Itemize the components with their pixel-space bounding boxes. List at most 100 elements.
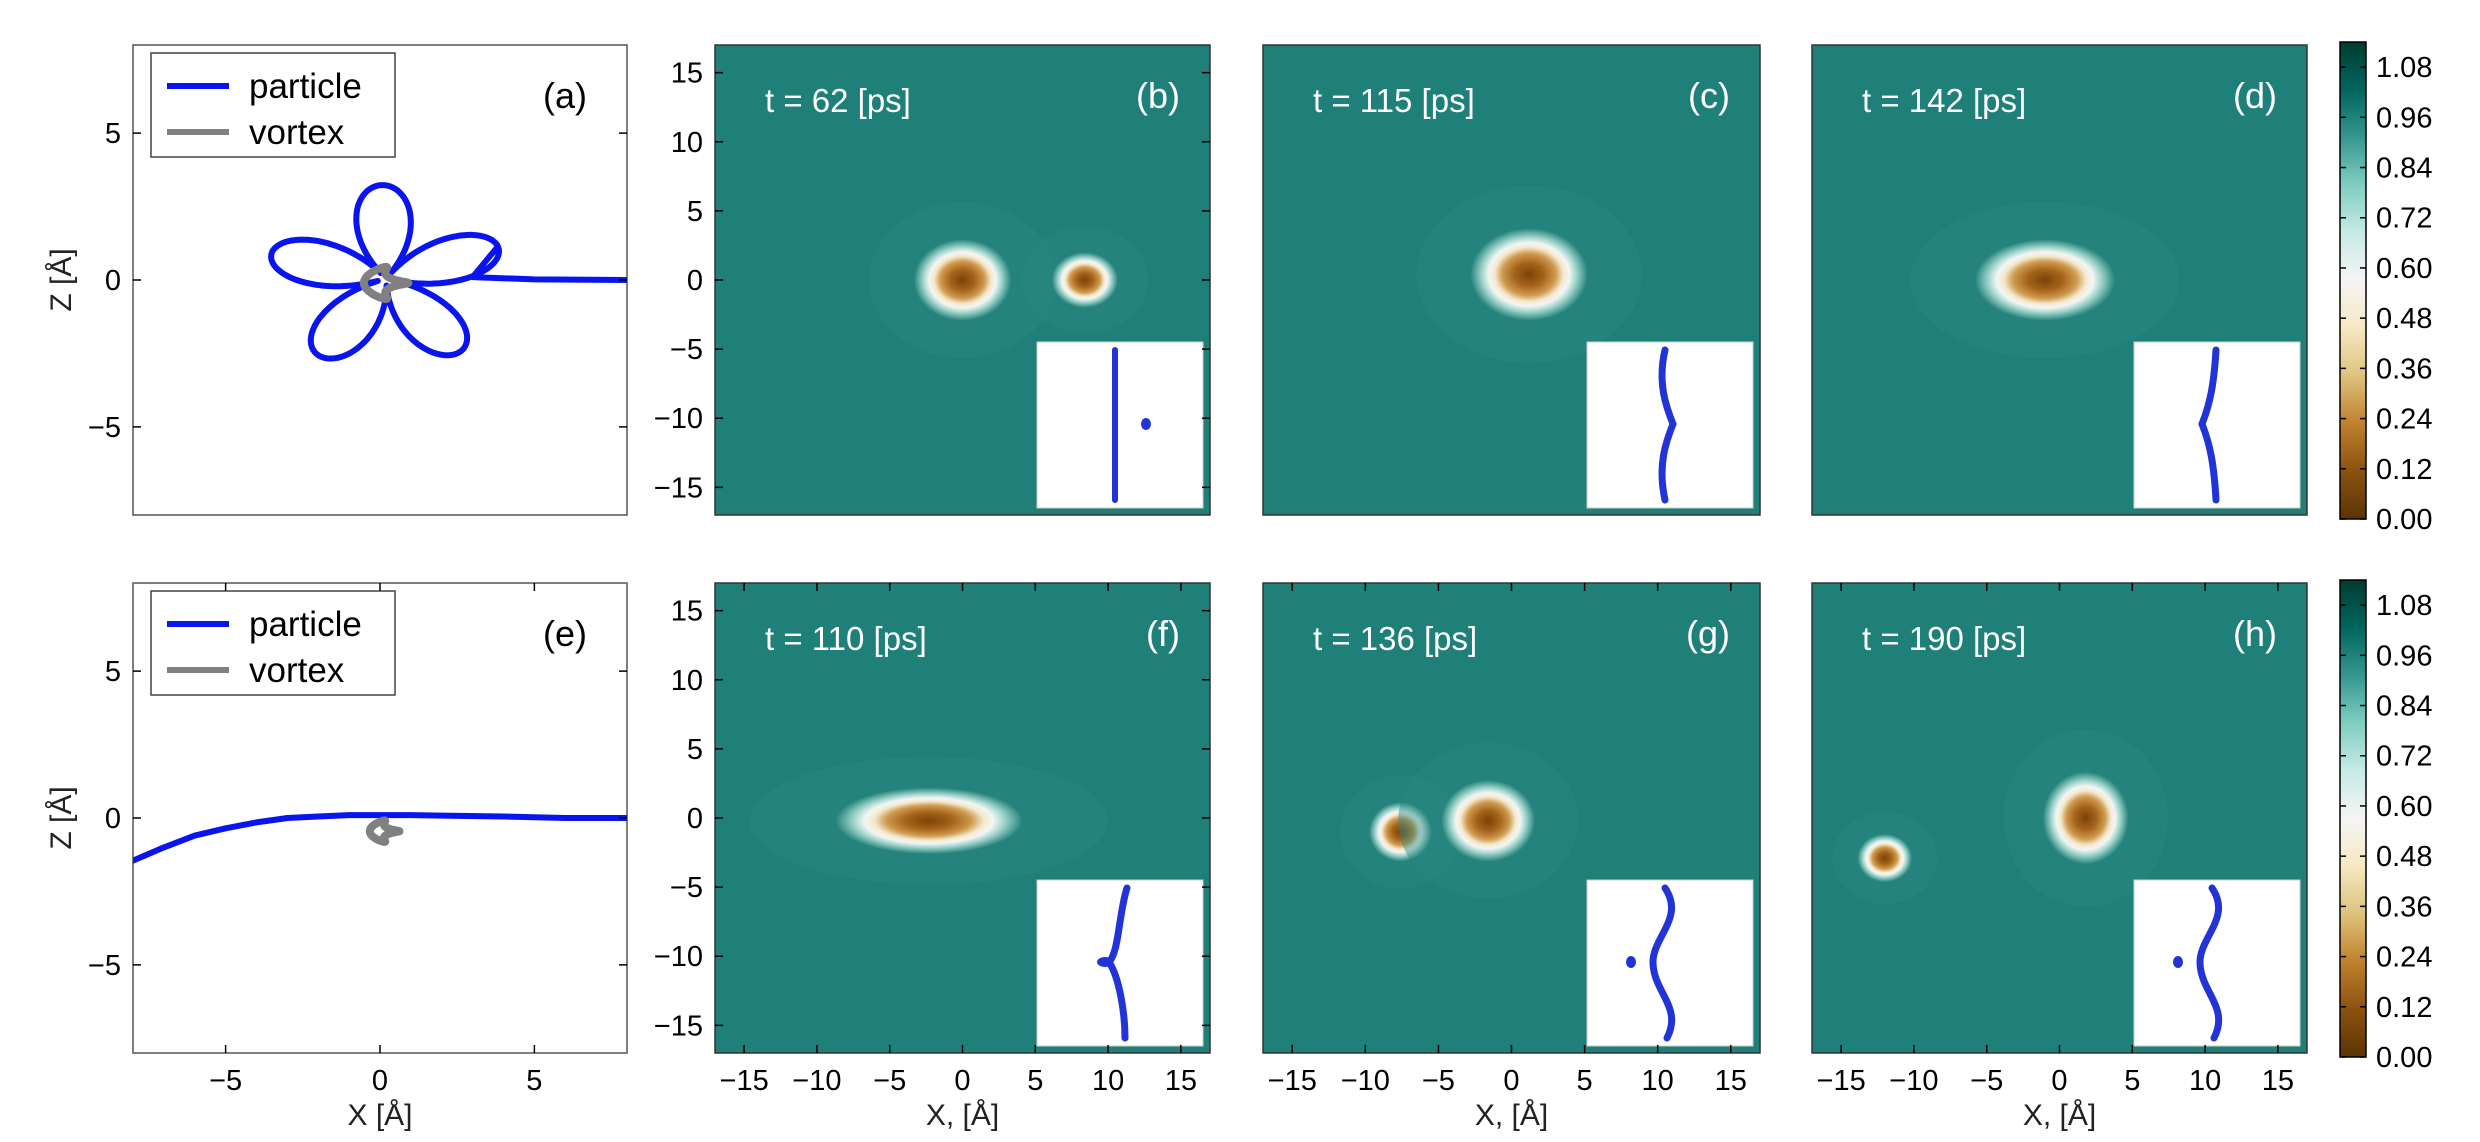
- trajectory-panel: particle vortex (a) Z [Å]: [45, 44, 628, 516]
- y-tick-label: 0: [687, 803, 703, 835]
- particle-dot: [1626, 956, 1636, 968]
- x-tick-label: 5: [526, 1065, 542, 1097]
- panel-label: (d): [2233, 75, 2277, 116]
- x-tick-label: −5: [873, 1065, 906, 1097]
- colorbar-tick-label: 0.00: [2376, 1042, 2432, 1074]
- panel-label: (h): [2233, 613, 2277, 654]
- x-tick-label: 5: [2124, 1065, 2140, 1097]
- trajectory-panel: particle vortex (e) Z [Å] X [Å]: [45, 582, 628, 1132]
- y-tick-label: 5: [687, 734, 703, 766]
- density-panel: t = 115 [ps] (c): [1262, 44, 1761, 516]
- time-label: t = 136 [ps]: [1313, 620, 1477, 657]
- particle-line: [268, 182, 627, 362]
- colorbar: 0.00 0.12 0.24 0.36 0.48 0.60 0.72 0.84 0.96 1.08: [2339, 579, 2432, 1074]
- y-axis-label: Z [Å]: [45, 248, 78, 311]
- x-tick-label: 10: [2189, 1065, 2221, 1097]
- colorbar-tick-label: 0.12: [2376, 454, 2432, 486]
- colorbar-tick-label: 0.96: [2376, 640, 2432, 672]
- vortex-line: [2196, 884, 2223, 1042]
- x-tick-label: −5: [1970, 1065, 2003, 1097]
- plot-area: [133, 812, 627, 864]
- colorbar-tick-label: 0.00: [2376, 504, 2432, 536]
- y-tick-label: 10: [671, 665, 703, 697]
- density-panel: t = 190 [ps] (h) X, [Å]: [1811, 582, 2308, 1132]
- vortex-line: [365, 816, 404, 846]
- x-tick-label: 10: [1092, 1065, 1124, 1097]
- vortex-line: [359, 262, 413, 303]
- x-tick-label: −15: [1268, 1065, 1317, 1097]
- x-tick-label: 0: [2051, 1065, 2067, 1097]
- density-blob: [1051, 252, 1119, 308]
- panel-label: (c): [1688, 75, 1730, 116]
- y-tick-label: 0: [105, 265, 121, 297]
- x-tick-label: −10: [1889, 1065, 1938, 1097]
- x-tick-label: 0: [1503, 1065, 1519, 1097]
- vortex-line: [2198, 346, 2220, 504]
- colorbar-tick-label: 0.72: [2376, 203, 2432, 235]
- density-panel: t = 110 [ps] (f) X, [Å]: [714, 582, 1211, 1132]
- x-axis-label: X, [Å]: [1475, 1099, 1548, 1132]
- particle-dot: [2173, 956, 2183, 968]
- y-axis-label: Z [Å]: [45, 786, 78, 849]
- colorbar-tick-label: 0.12: [2376, 992, 2432, 1024]
- legend-box: [150, 590, 396, 696]
- colorbar-tick-label: 0.84: [2376, 153, 2432, 185]
- y-tick-label: −10: [654, 941, 703, 973]
- plot-frame: [1811, 44, 2308, 516]
- time-label: t = 115 [ps]: [1313, 82, 1475, 119]
- colorbar-tick-label: 1.08: [2376, 52, 2432, 84]
- y-tick-label: −15: [654, 1010, 703, 1042]
- legend-label-vortex: vortex: [249, 113, 345, 152]
- colorbar-tick-label: 0.24: [2376, 942, 2432, 974]
- legend-box: [150, 52, 396, 158]
- y-tick-label: −10: [654, 403, 703, 435]
- y-tick-label: −5: [670, 872, 703, 904]
- colorbar-tick-label: 1.08: [2376, 590, 2432, 622]
- colorbar-tick-label: 0.60: [2376, 253, 2432, 285]
- density-panel: t = 62 [ps] (b): [714, 44, 1211, 516]
- y-tick-label: −5: [88, 412, 121, 444]
- colorbar: 0.00 0.12 0.24 0.36 0.48 0.60 0.72 0.84 0.96 1.08: [2339, 41, 2432, 536]
- panel-label: (b): [1136, 75, 1180, 116]
- density-blob: [2042, 771, 2129, 865]
- y-tick-label: 0: [105, 803, 121, 835]
- panel-label: (a): [543, 75, 587, 116]
- x-tick-label: −10: [1341, 1065, 1390, 1097]
- x-axis-label: X [Å]: [347, 1099, 412, 1132]
- x-tick-label: 0: [372, 1065, 388, 1097]
- density-blob: [1469, 227, 1589, 322]
- colorbar-tick-label: 0.60: [2376, 791, 2432, 823]
- x-tick-label: 15: [1165, 1065, 1197, 1097]
- density-panel: t = 142 [ps] (d): [1811, 44, 2308, 516]
- x-tick-label: 0: [954, 1065, 970, 1097]
- y-tick-label: 5: [687, 196, 703, 228]
- y-tick-label: 15: [671, 596, 703, 628]
- colorbar-tick-label: 0.96: [2376, 102, 2432, 134]
- colorbar-tick-label: 0.36: [2376, 891, 2432, 923]
- y-tick-label: 0: [687, 265, 703, 297]
- x-axis-label: X, [Å]: [2023, 1099, 2096, 1132]
- x-tick-label: 15: [1715, 1065, 1747, 1097]
- time-label: t = 190 [ps]: [1862, 620, 2026, 657]
- y-tick-label: 5: [105, 118, 121, 150]
- density-panel: t = 136 [ps] (g) X, [Å]: [1262, 582, 1761, 1132]
- vortex-inset: [1036, 341, 1204, 509]
- x-tick-label: 5: [1577, 1065, 1593, 1097]
- y-tick-label: 5: [105, 656, 121, 688]
- legend-label-vortex: vortex: [249, 651, 345, 690]
- density-blob: [1440, 779, 1536, 862]
- particle-line: [133, 812, 627, 864]
- colorbar-gradient: [2339, 579, 2367, 1058]
- x-tick-label: 15: [2262, 1065, 2294, 1097]
- vortex-line: [1658, 346, 1677, 504]
- y-tick-label: −15: [654, 472, 703, 504]
- x-tick-label: 5: [1027, 1065, 1043, 1097]
- colorbar-tick-label: 0.48: [2376, 303, 2432, 335]
- density-blob: [1368, 801, 1432, 862]
- panel-label: (e): [543, 613, 587, 654]
- plot-frame: [1262, 44, 1761, 516]
- colorbar-tick-label: 0.72: [2376, 741, 2432, 773]
- attached-particle: [1097, 957, 1113, 967]
- y-tick-label: −5: [670, 334, 703, 366]
- x-tick-label: −5: [1422, 1065, 1455, 1097]
